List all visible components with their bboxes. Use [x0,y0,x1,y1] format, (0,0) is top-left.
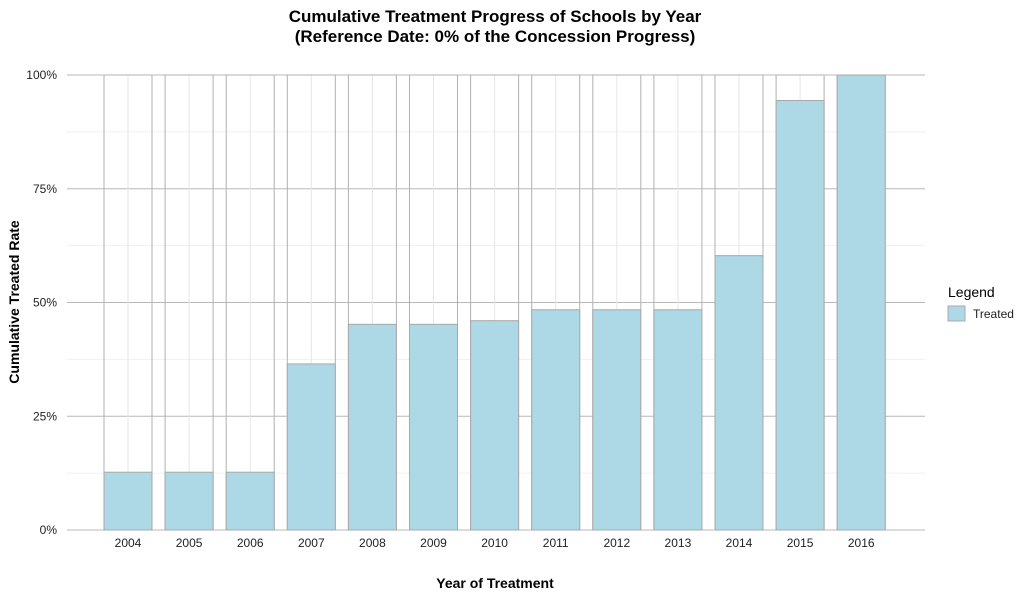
legend: Legend Treated [947,284,1014,322]
y-tick-label: 25% [33,409,57,423]
x-axis-ticks: 2004 2005 2006 2007 2008 2009 2010 2011 2012 2013… [115,536,875,550]
x-tick-label: 2007 [298,536,325,550]
x-tick-label: 2010 [481,536,508,550]
bar-2006 [225,471,275,531]
bar-2012 [592,309,642,531]
bar-2010 [470,320,520,531]
x-tick-label: 2011 [543,536,569,550]
y-tick-label: 0% [40,523,58,537]
y-tick-label: 50% [33,296,57,310]
y-axis-ticks: 0% 25% 50% 75% 100% [26,68,57,537]
bar-2016 [836,74,886,531]
y-tick-label: 100% [26,68,57,82]
x-tick-label: 2006 [237,536,264,550]
x-tick-label: 2008 [359,536,386,550]
bar-2014 [714,255,764,531]
x-tick-label: 2015 [787,536,814,550]
x-tick-label: 2014 [726,536,753,550]
x-tick-label: 2009 [420,536,447,550]
y-tick-label: 75% [33,182,57,196]
bar-2007 [286,363,336,531]
x-tick-label: 2016 [848,536,875,550]
bar-2015 [775,99,825,531]
chart-subtitle: (Reference Date: 0% of the Concession Pr… [295,27,696,46]
bar-2008 [347,323,397,531]
legend-swatch-treated [947,305,966,322]
y-axis-title: Cumulative Treated Rate [6,220,22,384]
bar-2004 [103,471,153,531]
x-tick-label: 2012 [603,536,630,550]
x-tick-label: 2013 [665,536,692,550]
data-bars [103,74,886,531]
x-axis-title: Year of Treatment [436,575,554,591]
legend-title: Legend [948,284,995,300]
legend-label-treated: Treated [973,307,1014,321]
x-tick-label: 2005 [176,536,203,550]
bar-2013 [653,309,703,531]
bar-2005 [164,471,214,531]
chart-title: Cumulative Treatment Progress of Schools… [289,7,702,26]
bar-2009 [409,323,458,531]
x-tick-label: 2004 [115,536,142,550]
bar-2011 [531,309,581,531]
